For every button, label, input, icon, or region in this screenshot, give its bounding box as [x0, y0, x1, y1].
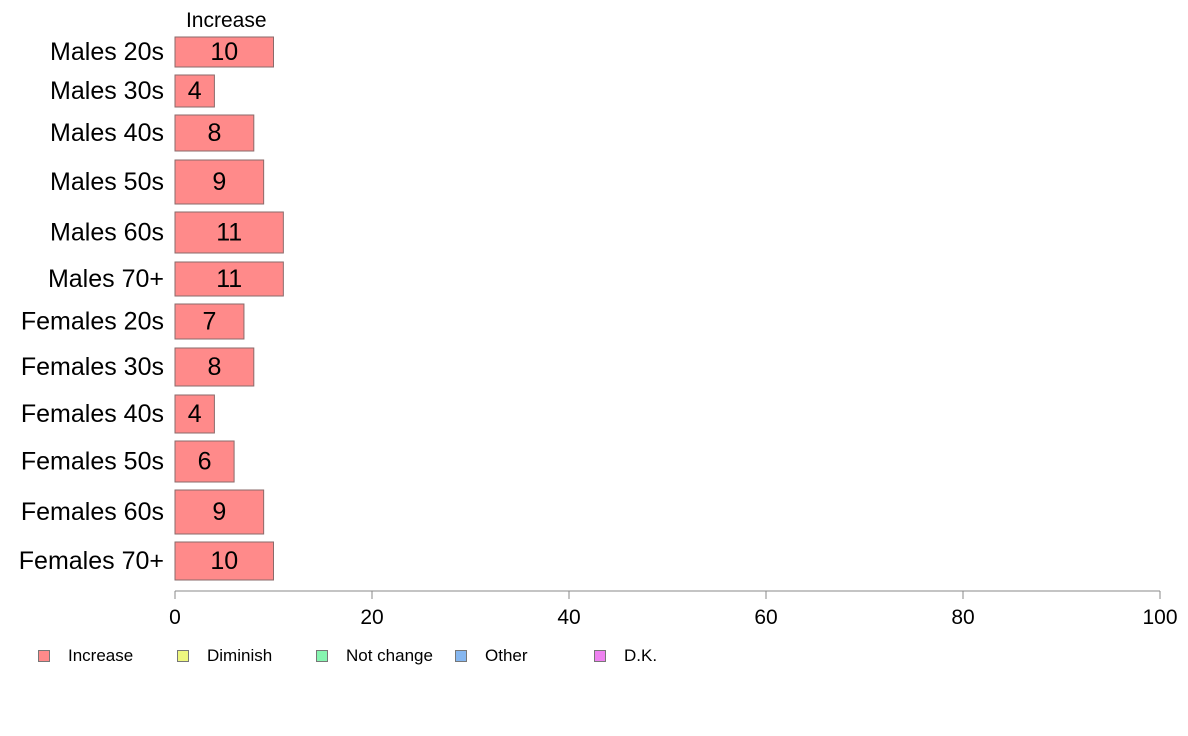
data-label: 8	[207, 353, 221, 381]
x-tick-label: 20	[360, 606, 383, 629]
data-label: 11	[216, 265, 242, 293]
x-tick-label: 80	[951, 606, 974, 629]
legend-swatch-not-change	[316, 650, 328, 662]
bar-females-50s	[174, 440, 235, 483]
category-label: Females 70+	[19, 547, 164, 575]
x-tick-label: 60	[754, 606, 777, 629]
data-label: 8	[207, 119, 221, 147]
category-label: Males 70+	[48, 265, 164, 293]
x-tick-label: 0	[169, 606, 181, 629]
legend-item-dk: D.K.	[594, 646, 657, 666]
legend-label-not-change: Not change	[346, 646, 433, 665]
category-label: Males 60s	[50, 219, 164, 247]
category-label: Females 50s	[21, 448, 164, 476]
category-label: Males 30s	[50, 77, 164, 105]
legend-item-not-change: Not change	[316, 646, 433, 666]
data-label: 9	[212, 168, 226, 196]
category-label: Females 60s	[21, 498, 164, 526]
category-label: Males 20s	[50, 38, 164, 66]
legend-item-other: Other	[455, 646, 528, 666]
bar-males-20s	[174, 36, 274, 68]
category-label: Males 40s	[50, 119, 164, 147]
legend-label-increase: Increase	[68, 646, 134, 665]
bar-females-30s	[174, 347, 255, 387]
segment-header: Increase	[186, 9, 267, 32]
legend-swatch-increase	[38, 650, 50, 662]
data-label: 6	[198, 448, 212, 476]
category-label: Females 40s	[21, 400, 164, 428]
legend: Increase Diminish Not change Other D.K.	[38, 646, 738, 666]
category-label: Females 20s	[21, 308, 164, 336]
bar-males-60s	[174, 211, 284, 254]
legend-swatch-diminish	[177, 650, 189, 662]
category-label: Females 30s	[21, 353, 164, 381]
bar-females-20s	[174, 303, 245, 340]
category-label: Males 50s	[50, 168, 164, 196]
data-label: 9	[212, 498, 226, 526]
x-tick-label: 40	[557, 606, 580, 629]
x-tick-label: 100	[1142, 606, 1177, 629]
bar-males-50s	[174, 159, 265, 205]
data-label: 4	[188, 77, 202, 105]
bar-females-70plus	[174, 541, 274, 581]
legend-label-dk: D.K.	[624, 646, 658, 665]
legend-label-other: Other	[485, 646, 528, 665]
category-labels: Males 20s Males 30s Males 40s Males 50s Male…	[19, 38, 164, 575]
bar-females-60s	[174, 489, 265, 535]
x-axis: 0 20 40 60 80 100	[169, 590, 1178, 629]
data-label: 11	[216, 219, 242, 247]
data-label: 7	[203, 308, 217, 336]
data-label: 10	[210, 547, 238, 575]
data-label: 4	[188, 400, 202, 428]
legend-swatch-other	[455, 650, 467, 662]
bar-males-70plus	[174, 261, 284, 297]
bar-males-40s	[174, 114, 255, 152]
bar-males-30s	[174, 74, 215, 108]
bar-females-40s	[174, 394, 215, 434]
legend-swatch-dk	[594, 650, 606, 662]
legend-item-diminish: Diminish	[177, 646, 272, 666]
legend-item-increase: Increase	[38, 646, 133, 666]
data-label: 10	[210, 38, 238, 66]
legend-label-diminish: Diminish	[207, 646, 273, 665]
